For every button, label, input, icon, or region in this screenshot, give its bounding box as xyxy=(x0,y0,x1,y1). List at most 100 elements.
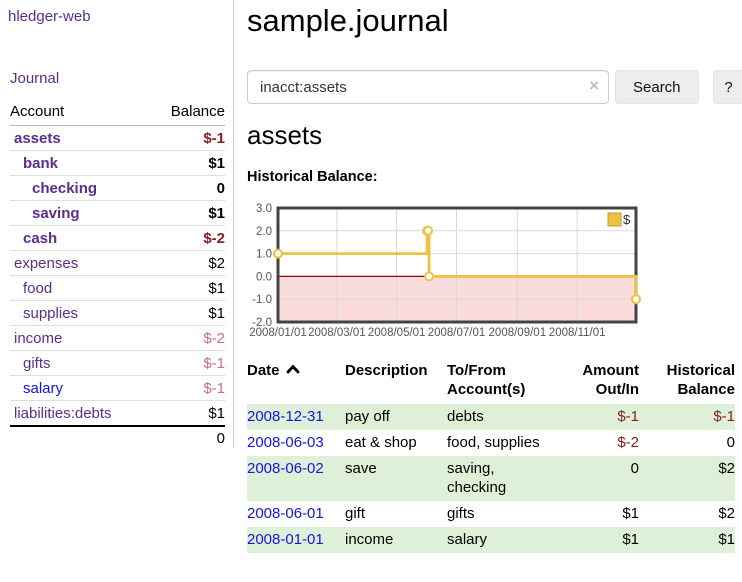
balance-cell: $-1 xyxy=(713,408,735,425)
sidebar-account-liabilities-debts[interactable]: liabilities:debts xyxy=(14,404,112,422)
account-balance: $-1 xyxy=(203,379,225,397)
register-table-header: Date Description To/From Account(s) Amount Ou… xyxy=(247,361,735,399)
transaction-row: 2008-06-02 save saving, checking 0 $2 xyxy=(247,456,735,501)
transaction-date-link[interactable]: 2008-12-31 xyxy=(247,408,324,425)
transaction-row: 2008-01-01 income salary $1 $1 xyxy=(247,527,735,553)
x-axis-tick-label: 2008/01/01 xyxy=(249,327,307,339)
account-row: cash $-2 xyxy=(10,225,225,250)
help-button[interactable]: ? xyxy=(712,70,742,104)
search-bar: × Search ? xyxy=(247,70,742,104)
column-header-date[interactable]: Date xyxy=(247,361,345,399)
amount-cell: $1 xyxy=(622,531,639,548)
column-header-description: Description xyxy=(345,361,447,399)
column-header-label: Historical xyxy=(666,362,735,379)
column-header-label: Description xyxy=(345,362,428,379)
sidebar-account-food[interactable]: food xyxy=(23,279,53,297)
transaction-date-link[interactable]: 2008-06-03 xyxy=(247,434,324,451)
description-cell: income xyxy=(345,531,394,548)
y-axis-tick-label: -1.0 xyxy=(252,294,272,306)
description-cell: eat & shop xyxy=(345,434,417,451)
balance-cell: $2 xyxy=(718,460,735,477)
transaction-date-link[interactable]: 2008-06-02 xyxy=(247,460,324,477)
search-button[interactable]: Search xyxy=(615,70,699,104)
chart-heading: Historical Balance: xyxy=(247,169,378,185)
x-axis-tick-label: 2008/05/01 xyxy=(368,327,426,339)
transaction-row: 2008-12-31 pay off debts $-1 $-1 xyxy=(247,404,735,430)
data-point-marker xyxy=(631,294,641,305)
date-cell: 2008-06-02 xyxy=(247,459,345,497)
account-balance: $-2 xyxy=(203,229,225,247)
account-row: assets $-1 xyxy=(10,126,225,150)
main-content: sample.journal × Search ? assets Histori… xyxy=(247,0,742,582)
account-balance: $2 xyxy=(208,254,225,272)
sidebar-account-salary[interactable]: salary xyxy=(23,379,64,397)
column-header-label: Balance xyxy=(677,381,735,398)
column-header-label: To/From xyxy=(447,362,506,379)
y-axis-tick-label: 1.0 xyxy=(256,249,272,261)
sidebar-account-assets[interactable]: assets xyxy=(14,129,61,147)
sidebar-account-income[interactable]: income xyxy=(14,329,63,347)
transaction-date-link[interactable]: 2008-01-01 xyxy=(247,531,324,548)
app-title-link[interactable]: hledger-web xyxy=(8,8,91,25)
accounts-table-body: assets $-1 bank $1 checking 0 saving $1 cash $-2 e… xyxy=(10,126,225,425)
accounts-balance-table: Account Balance assets $-1 bank $1 checking 0… xyxy=(10,101,225,450)
sidebar-item-journal[interactable]: Journal xyxy=(10,70,60,87)
account-row: checking 0 xyxy=(10,175,225,200)
sidebar-account-expenses[interactable]: expenses xyxy=(14,254,79,272)
column-header-label: Account(s) xyxy=(447,381,526,398)
sidebar-account-cash[interactable]: cash xyxy=(23,229,58,247)
accounts-cell: saving, checking xyxy=(447,460,507,496)
data-point-marker xyxy=(273,248,283,259)
account-balance: $-2 xyxy=(203,329,225,347)
amount-cell: 0 xyxy=(630,460,639,477)
sidebar-account-bank[interactable]: bank xyxy=(23,154,59,172)
account-row: gifts $-1 xyxy=(10,350,225,375)
sidebar: hledger-web Journal Account Balance asse… xyxy=(0,0,234,448)
balance-cell: $2 xyxy=(718,505,735,522)
clear-icon[interactable]: × xyxy=(589,76,599,95)
date-cell: 2008-06-01 xyxy=(247,504,345,523)
x-axis-tick-label: 2008/07/01 xyxy=(428,327,486,339)
chart-border xyxy=(276,206,638,324)
account-title: assets xyxy=(247,120,323,150)
amount-cell: $1 xyxy=(622,505,639,522)
account-row: supplies $1 xyxy=(10,300,225,325)
transaction-date-link[interactable]: 2008-06-01 xyxy=(247,505,324,522)
transaction-row: 2008-06-03 eat & shop food, supplies $-2 0 xyxy=(247,430,735,456)
account-balance: $1 xyxy=(208,279,225,297)
date-cell: 2008-06-03 xyxy=(247,433,345,452)
accounts-cell: debts xyxy=(447,408,484,425)
column-header-historical: Historical Balance xyxy=(639,361,735,399)
balance-cell: 0 xyxy=(726,434,735,451)
description-cell: gift xyxy=(345,505,366,522)
account-balance: $1 xyxy=(208,404,225,422)
account-row: bank $1 xyxy=(10,150,225,175)
x-axis-tick-label: 2008/09/01 xyxy=(489,327,547,339)
accounts-cell: food, supplies xyxy=(447,434,540,451)
account-row: saving $1 xyxy=(10,200,225,225)
account-balance: 0 xyxy=(216,179,225,197)
balance-cell: $1 xyxy=(718,531,735,548)
x-axis-tick-label: 2008/03/01 xyxy=(308,327,366,339)
account-balance: $1 xyxy=(208,204,225,222)
search-field-wrap: × xyxy=(247,70,609,104)
description-cell: pay off xyxy=(345,408,390,425)
data-point-marker xyxy=(424,271,435,282)
account-balance: $1 xyxy=(208,154,225,172)
account-row: salary $-1 xyxy=(10,375,225,400)
account-column-header: Account xyxy=(10,103,65,120)
accounts-cell: gifts xyxy=(447,505,475,522)
account-balance: $-1 xyxy=(203,354,225,372)
account-row: income $-2 xyxy=(10,325,225,350)
accounts-total-row: 0 xyxy=(10,425,225,450)
y-axis-tick-label: 0.0 xyxy=(256,271,272,283)
sidebar-account-gifts[interactable]: gifts xyxy=(23,354,51,372)
page-title: sample.journal xyxy=(247,3,449,38)
sidebar-account-supplies[interactable]: supplies xyxy=(23,304,79,322)
accounts-cell: salary xyxy=(447,531,488,548)
sidebar-account-saving[interactable]: saving xyxy=(32,204,80,222)
search-input[interactable] xyxy=(247,70,609,104)
sidebar-account-checking[interactable]: checking xyxy=(32,179,98,197)
date-cell: 2008-01-01 xyxy=(247,530,345,549)
